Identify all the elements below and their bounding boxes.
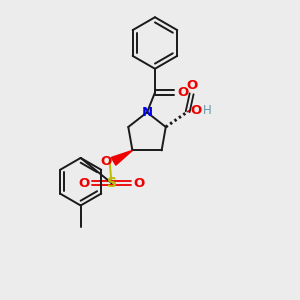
Polygon shape — [111, 150, 132, 165]
Text: O: O — [190, 104, 202, 117]
Text: O: O — [100, 155, 112, 168]
Text: O: O — [178, 86, 189, 99]
Text: H: H — [202, 104, 211, 117]
Text: O: O — [186, 79, 197, 92]
Text: O: O — [134, 177, 145, 190]
Text: S: S — [106, 176, 117, 190]
Text: N: N — [142, 106, 153, 119]
Text: O: O — [79, 177, 90, 190]
